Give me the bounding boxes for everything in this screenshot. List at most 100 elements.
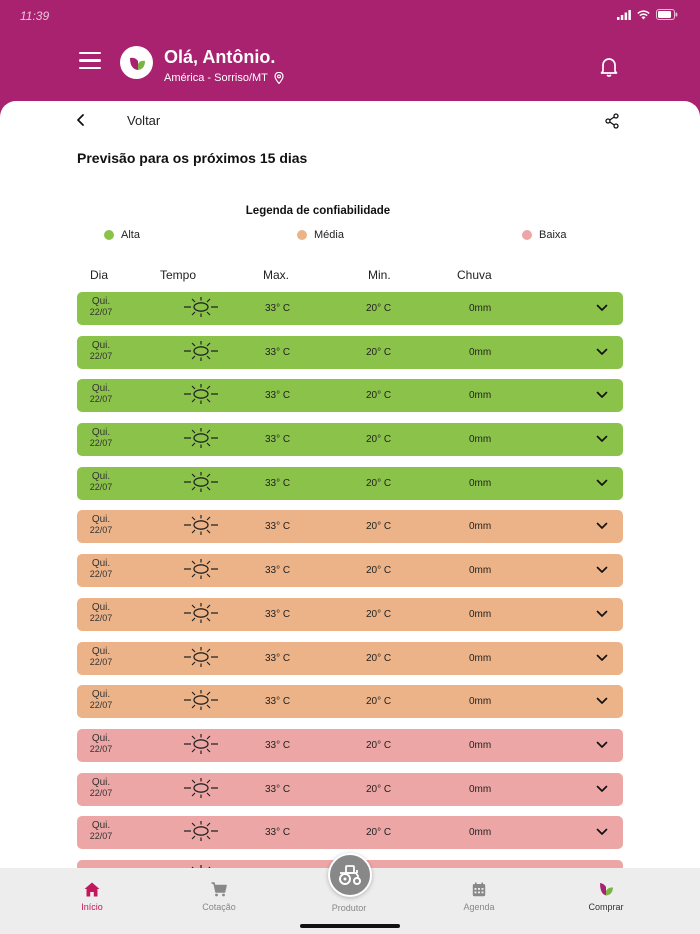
back-button[interactable]: Voltar <box>127 113 161 128</box>
chevron-down-icon[interactable] <box>596 785 608 793</box>
nav-item-inicio[interactable]: Início <box>52 882 132 912</box>
chevron-down-icon[interactable] <box>596 741 608 749</box>
forecast-rain: 0mm <box>469 346 492 358</box>
forecast-row[interactable]: Qui. 22/07 33° C 20° C 0mm <box>77 597 623 631</box>
forecast-min: 20° C <box>366 434 392 446</box>
forecast-date: 22/07 <box>89 656 113 667</box>
forecast-row[interactable]: Qui. 22/07 33° C 20° C 0mm <box>77 641 623 675</box>
cart-icon <box>211 882 227 897</box>
chevron-down-icon[interactable] <box>596 566 608 574</box>
forecast-date: 22/07 <box>89 438 113 449</box>
forecast-row[interactable]: Qui. 22/07 33° C 20° C 0mm <box>77 772 623 806</box>
status-time: 11:39 <box>20 9 50 23</box>
producer-fab-button[interactable] <box>328 853 372 897</box>
column-header-day: Dia <box>90 268 109 282</box>
location-selector[interactable]: América - Sorriso/MT <box>164 72 284 84</box>
nav-item-produtor[interactable]: Produtor <box>309 903 389 913</box>
chevron-down-icon[interactable] <box>596 697 608 705</box>
forecast-max: 33° C <box>265 477 291 489</box>
nav-item-cotacao[interactable]: Cotação <box>179 882 259 912</box>
legend-label-alta: Alta <box>121 229 140 241</box>
legend-title: Legenda de confiabilidade <box>245 205 391 217</box>
forecast-min: 20° C <box>366 608 392 620</box>
forecast-weekday: Qui. <box>91 296 111 307</box>
column-header-max: Max. <box>263 268 290 282</box>
forecast-weekday: Qui. <box>91 339 111 351</box>
forecast-row[interactable]: Qui. 22/07 33° C 20° C 0mm <box>77 685 623 719</box>
forecast-weekday: Qui. <box>91 820 111 832</box>
forecast-weekday: Qui. <box>91 383 111 395</box>
forecast-row[interactable]: Qui. 22/07 33° C 20° C 0mm <box>77 816 623 850</box>
chevron-down-icon[interactable] <box>596 435 608 443</box>
home-icon <box>84 882 100 897</box>
battery-icon <box>656 9 678 20</box>
forecast-row[interactable]: Qui. 22/07 33° C 20° C 0mm <box>77 466 623 500</box>
forecast-max: 33° C <box>265 827 291 839</box>
forecast-row[interactable]: Qui. 22/07 33° C 20° C 0mm <box>77 554 623 588</box>
forecast-date: 22/07 <box>89 350 113 361</box>
forecast-row[interactable]: Qui. 22/07 33° C 20° C 0mm <box>77 379 623 413</box>
sun-icon <box>184 821 218 842</box>
forecast-rain: 0mm <box>469 827 492 839</box>
chevron-down-icon[interactable] <box>596 348 608 356</box>
sun-icon <box>184 384 218 405</box>
forecast-date: 22/07 <box>89 481 113 492</box>
notification-bell-icon[interactable] <box>599 56 619 78</box>
forecast-max: 33° C <box>265 303 291 314</box>
column-header-rain: Chuva <box>457 268 492 282</box>
chevron-down-icon[interactable] <box>596 654 608 662</box>
forecast-rain: 0mm <box>469 696 492 708</box>
calendar-icon <box>472 882 486 897</box>
nav-item-agenda[interactable]: Agenda <box>439 882 519 912</box>
forecast-day: Qui. 22/07 <box>77 514 125 536</box>
bottom-navigation: Início Cotação Produtor Agenda Comprar <box>0 868 700 934</box>
forecast-min: 20° C <box>366 521 392 533</box>
forecast-row[interactable]: Qui. 22/07 33° C 20° C 0mm <box>77 510 623 544</box>
chevron-down-icon[interactable] <box>596 828 608 836</box>
nav-item-comprar[interactable]: Comprar <box>566 882 646 912</box>
forecast-row[interactable]: Qui. 22/07 33° C 20° C 0mm <box>77 423 623 457</box>
forecast-weekday: Qui. <box>91 645 111 657</box>
forecast-max: 33° C <box>265 739 291 751</box>
forecast-weekday: Qui. <box>91 470 111 482</box>
forecast-day: Qui. 22/07 <box>77 340 125 362</box>
forecast-row[interactable]: Qui. 22/07 33° C 20° C 0mm <box>77 292 623 325</box>
forecast-min: 20° C <box>366 783 392 795</box>
chevron-down-icon[interactable] <box>596 610 608 618</box>
legend-dot-media <box>297 230 307 240</box>
forecast-max: 33° C <box>265 696 291 708</box>
forecast-row[interactable]: Qui. 22/07 33° C 20° C 0mm <box>77 728 623 762</box>
forecast-max: 33° C <box>265 434 291 446</box>
forecast-max: 33° C <box>265 783 291 795</box>
nav-label-inicio: Início <box>81 902 103 912</box>
back-arrow-icon[interactable] <box>75 113 87 127</box>
legend-label-media: Média <box>314 229 344 241</box>
sun-icon <box>184 690 218 711</box>
forecast-max: 33° C <box>265 390 291 402</box>
nav-label-produtor: Produtor <box>331 903 367 913</box>
forecast-rain: 0mm <box>469 739 492 751</box>
forecast-min: 20° C <box>366 346 392 358</box>
forecast-date: 22/07 <box>89 394 113 405</box>
chevron-down-icon[interactable] <box>596 522 608 530</box>
forecast-min: 20° C <box>366 477 392 489</box>
share-icon[interactable] <box>604 113 620 129</box>
sun-icon <box>184 559 218 580</box>
legend-dot-baixa <box>522 230 532 240</box>
forecast-day: Qui. 22/07 <box>77 602 125 624</box>
forecast-date: 22/07 <box>89 787 113 798</box>
greeting-text: Olá, Antônio. <box>164 47 276 67</box>
forecast-row[interactable]: Qui. 22/07 33° C 20° C 0mm <box>77 335 623 369</box>
chevron-down-icon[interactable] <box>596 304 608 312</box>
chevron-down-icon[interactable] <box>596 391 608 399</box>
sun-icon <box>184 428 218 449</box>
forecast-day: Qui. 22/07 <box>77 733 125 755</box>
forecast-min: 20° C <box>366 390 392 402</box>
signal-icon <box>617 9 631 20</box>
forecast-rain: 0mm <box>469 565 492 577</box>
forecast-day: Qui. 22/07 <box>77 820 125 842</box>
chevron-down-icon[interactable] <box>596 479 608 487</box>
forecast-max: 33° C <box>265 652 291 664</box>
sun-icon <box>184 515 218 536</box>
hamburger-menu-icon[interactable] <box>79 52 101 70</box>
